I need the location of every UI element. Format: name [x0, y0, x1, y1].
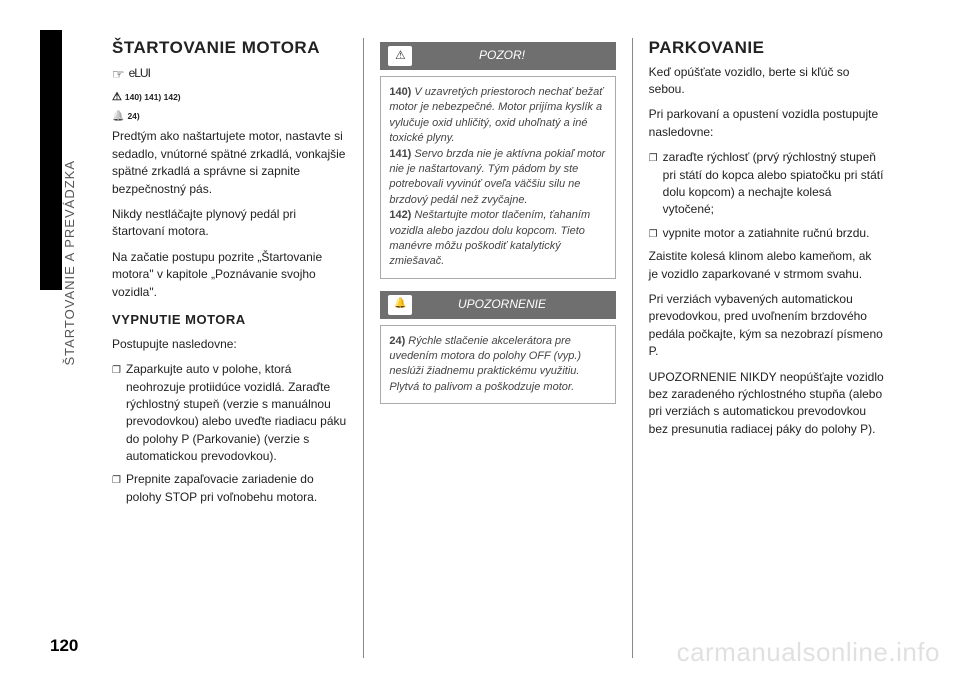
col1-li1: Zaparkujte auto v polohe, ktorá neohrozu…	[112, 361, 347, 465]
col1-heading: ŠTARTOVANIE MOTORA	[112, 38, 347, 58]
columns: ŠTARTOVANIE MOTORA eLUI 140) 141) 142) 2…	[96, 38, 900, 658]
ref-140: 140)	[389, 86, 411, 98]
text-140: V uzavretých priestoroch nechať bežať mo…	[389, 86, 603, 144]
warning-icon	[112, 90, 122, 106]
text-141: Servo brzda nie je aktívna pokiaľ motor …	[389, 148, 605, 206]
col3-li1: zaraďte rýchlosť (prvý rýchlostný stupeň…	[649, 149, 884, 219]
col1-p3: Na začatie postupu pozrite „Štartovanie …	[112, 249, 347, 301]
side-tab-label: ŠTARTOVANIE A PREVÁDZKA	[62, 160, 77, 366]
col1-p4: Postupujte nasledovne:	[112, 336, 347, 353]
col1-p1: Predtým ako naštartujete motor, nastavte…	[112, 128, 347, 198]
col3-p1: Keď opúšťate vozidlo, berte si kľúč so s…	[649, 64, 884, 99]
col3-li1-text: zaraďte rýchlosť (prvý rýchlostný stupeň…	[663, 149, 884, 219]
col3-li2: vypnite motor a zatiahnite ručnú brzdu.	[649, 225, 884, 243]
text-24: Rýchle stlačenie akcelerátora pre uveden…	[389, 335, 581, 393]
col1-li2: Prepnite zapaľovacie zariadenie do poloh…	[112, 471, 347, 506]
note-refs-text: 24)	[127, 111, 139, 121]
col1-p2: Nikdy nestláčajte plynový pedál pri štar…	[112, 206, 347, 241]
pozor-header: ⚠ POZOR!	[380, 42, 615, 70]
col3-p2: Pri parkovaní a opustení vozidla postupu…	[649, 106, 884, 141]
watermark: carmanualsonline.info	[677, 637, 940, 668]
hand-icon	[112, 64, 125, 84]
upozornenie-header-text: UPOZORNENIE	[420, 296, 583, 313]
text-142: Neštartujte motor tlačením, ťahaním vozi…	[389, 209, 590, 267]
column-2: ⚠ POZOR! 140) V uzavretých priestoroch n…	[363, 38, 631, 658]
bullet-icon	[112, 361, 126, 465]
ref-24: 24)	[389, 335, 405, 347]
elui-text: eLUI	[129, 65, 150, 82]
upozornenie-body: 24) Rýchle stlačenie akcelerátora pre uv…	[380, 325, 615, 405]
warning-icon: ⚠	[388, 46, 412, 66]
col3-li2-text: vypnite motor a zatiahnite ručnú brzdu.	[663, 225, 884, 243]
manual-page: ŠTARTOVANIE A PREVÁDZKA ŠTARTOVANIE MOTO…	[0, 0, 960, 678]
bullet-icon	[649, 149, 663, 219]
note-refs: 24)	[112, 110, 347, 125]
col3-p5: UPOZORNENIE NIKDY neopúšťajte vozidlo be…	[649, 369, 884, 439]
col1-sub1: VYPNUTIE MOTORA	[112, 311, 347, 330]
column-1: ŠTARTOVANIE MOTORA eLUI 140) 141) 142) 2…	[96, 38, 363, 658]
page-number: 120	[50, 636, 78, 656]
bullet-icon	[112, 471, 126, 506]
bullet-icon	[649, 225, 663, 243]
column-3: PARKOVANIE Keď opúšťate vozidlo, berte s…	[632, 38, 900, 658]
warn-refs: 140) 141) 142)	[112, 90, 347, 106]
side-tab	[40, 30, 62, 290]
col3-p4: Pri verziách vybavených automatickou pre…	[649, 291, 884, 361]
pozor-body: 140) V uzavretých priestoroch nechať bež…	[380, 76, 615, 279]
col3-p3: Zaistite kolesá klinom alebo kameňom, ak…	[649, 248, 884, 283]
pozor-header-text: POZOR!	[420, 47, 583, 64]
col3-heading: PARKOVANIE	[649, 38, 884, 58]
ref-142: 142)	[389, 209, 411, 221]
ref-141: 141)	[389, 148, 411, 160]
upozornenie-header: 🔔 UPOZORNENIE	[380, 291, 615, 319]
col1-li2-text: Prepnite zapaľovacie zariadenie do poloh…	[126, 471, 347, 506]
bell-icon: 🔔	[388, 295, 412, 315]
warn-refs-text: 140) 141) 142)	[125, 92, 181, 102]
bell-icon	[112, 110, 124, 125]
icon-row: eLUI	[112, 64, 347, 84]
col1-li1-text: Zaparkujte auto v polohe, ktorá neohrozu…	[126, 361, 347, 465]
